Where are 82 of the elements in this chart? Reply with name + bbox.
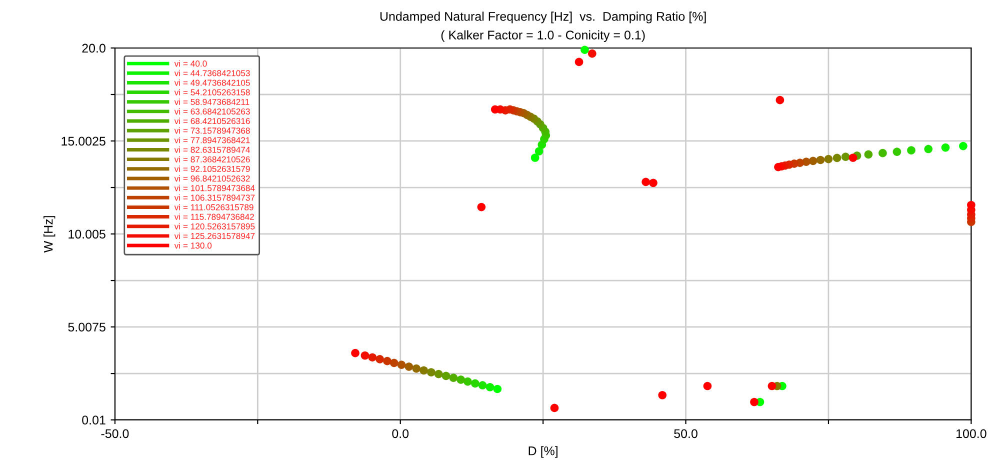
point <box>449 374 458 382</box>
legend-label: vi = 82.6315789474 <box>174 146 250 153</box>
point <box>434 370 443 378</box>
y-tick-label: 5.0075 <box>68 322 106 332</box>
legend-label: vi = 44.7368421053 <box>174 70 250 76</box>
point <box>658 390 667 400</box>
legend-label: vi = 96.8421052632 <box>174 175 250 182</box>
point <box>534 147 544 156</box>
point <box>642 178 650 186</box>
x-tick-label: 50.0 <box>674 429 698 438</box>
point <box>588 49 596 58</box>
point <box>404 362 414 371</box>
point <box>376 355 384 364</box>
y-tick-label: 15.0025 <box>62 136 106 146</box>
point <box>967 200 976 210</box>
point <box>848 154 858 162</box>
chart-subtitle: ( Kalker Factor = 1.0 - Conicity = 0.1) <box>441 30 645 42</box>
legend-label: vi = 120.5263157895 <box>174 223 255 230</box>
point <box>816 156 825 164</box>
point <box>550 404 559 412</box>
point <box>383 356 392 366</box>
point <box>427 368 436 376</box>
point <box>924 144 933 154</box>
legend-label: vi = 77.8947368421 <box>174 136 250 144</box>
legend-label: vi = 111.0526315789 <box>174 204 254 210</box>
point <box>420 366 428 375</box>
point <box>478 381 487 390</box>
legend-label: vi = 101.5789473684 <box>174 184 255 192</box>
point <box>824 154 833 164</box>
y-tick-label: 20.0 <box>82 44 106 53</box>
point <box>580 46 589 54</box>
x-axis-title: D [%] <box>528 446 558 458</box>
point <box>864 150 873 159</box>
point <box>941 143 950 152</box>
point <box>351 348 360 358</box>
x-tick-label: 100.0 <box>956 429 986 438</box>
legend-label: vi = 87.3684210526 <box>174 156 250 162</box>
point <box>464 377 472 386</box>
point <box>750 398 758 406</box>
y-tick-label: 0.01 <box>82 416 106 425</box>
legend-label: vi = 54.2105263158 <box>174 89 250 96</box>
legend-label: vi = 49.4736842105 <box>174 79 250 86</box>
point <box>397 360 406 369</box>
point <box>477 202 486 212</box>
point <box>649 178 658 188</box>
point <box>442 372 450 380</box>
x-tick-label: 0.0 <box>392 429 409 438</box>
point <box>470 379 480 388</box>
legend-label: vi = 68.4210526316 <box>174 118 250 124</box>
point <box>841 152 850 161</box>
point <box>892 148 902 156</box>
y-axis-title: W [Hz] <box>44 216 56 253</box>
point <box>530 154 540 162</box>
point <box>959 142 968 150</box>
legend-label: vi = 63.6842105263 <box>174 108 250 115</box>
chart-title: Undamped Natural Frequency [Hz] vs. Damping Ratio [%] <box>380 12 706 24</box>
legend-label: vi = 106.3157894737 <box>174 194 255 201</box>
x-tick-label: -50.0 <box>101 429 129 438</box>
legend-label: vi = 92.1052631579 <box>174 166 250 172</box>
legend-label: vi = 40.0 <box>174 60 207 67</box>
point <box>456 376 466 384</box>
legend-label: vi = 115.7894736842 <box>174 214 254 220</box>
legend-label: vi = 73.1578947368 <box>174 127 250 134</box>
point <box>776 96 784 104</box>
point <box>907 146 916 154</box>
point <box>774 162 782 172</box>
legend-label: vi = 125.2631578947 <box>174 232 255 240</box>
point <box>490 105 500 114</box>
point <box>768 382 776 390</box>
point <box>493 384 502 394</box>
point <box>574 58 584 66</box>
legend-label: vi = 58.9473684211 <box>174 98 250 105</box>
point <box>486 382 494 392</box>
point <box>390 358 398 368</box>
y-tick-label: 10.005 <box>68 230 106 239</box>
point <box>360 351 370 360</box>
point <box>878 148 887 158</box>
point <box>412 364 421 373</box>
legend-label: vi = 130.0 <box>174 242 212 249</box>
point <box>832 154 842 162</box>
point <box>368 353 377 362</box>
point <box>703 382 712 390</box>
